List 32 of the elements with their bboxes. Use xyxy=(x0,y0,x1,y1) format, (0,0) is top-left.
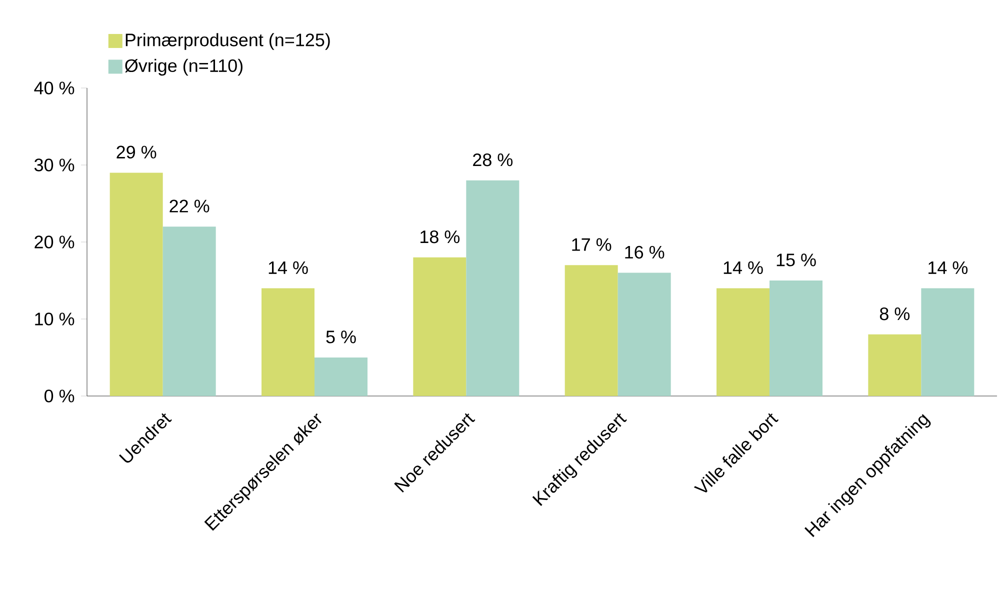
data-label: 8 % xyxy=(880,307,910,320)
y-tick-label: 10 % xyxy=(35,312,74,326)
bar xyxy=(110,172,163,396)
data-label: 14 % xyxy=(268,261,308,274)
y-tick-label: 20 % xyxy=(34,236,74,248)
bar xyxy=(314,358,368,396)
bar xyxy=(262,288,315,396)
data-label: 17 % xyxy=(572,238,612,251)
data-label: 28 % xyxy=(473,153,513,166)
data-label: 5 % xyxy=(326,330,356,344)
data-label: 15 % xyxy=(776,254,816,266)
bar xyxy=(618,272,671,396)
legend-label: Primærprodusent (n=125) xyxy=(126,33,330,50)
bar xyxy=(716,288,770,396)
bar xyxy=(564,265,618,396)
bar xyxy=(466,180,520,396)
data-label: 29 % xyxy=(116,146,156,158)
y-tick-label: 0 % xyxy=(44,390,74,402)
data-label: 14 % xyxy=(928,261,968,274)
data-label: 14 % xyxy=(724,261,763,274)
legend-label: Øvrige (n=110) xyxy=(125,58,242,76)
y-tick-label: 40 % xyxy=(34,82,74,94)
bar xyxy=(921,288,974,396)
bar xyxy=(413,257,466,396)
bar xyxy=(162,226,216,396)
bar xyxy=(868,334,922,396)
x-tick-label: Ville falle bort xyxy=(694,413,779,493)
data-label: 16 % xyxy=(625,246,664,259)
data-label: 18 % xyxy=(420,230,460,244)
bar xyxy=(770,280,823,396)
data-label: 22 % xyxy=(170,200,210,212)
y-tick-label: 30 % xyxy=(34,158,74,172)
